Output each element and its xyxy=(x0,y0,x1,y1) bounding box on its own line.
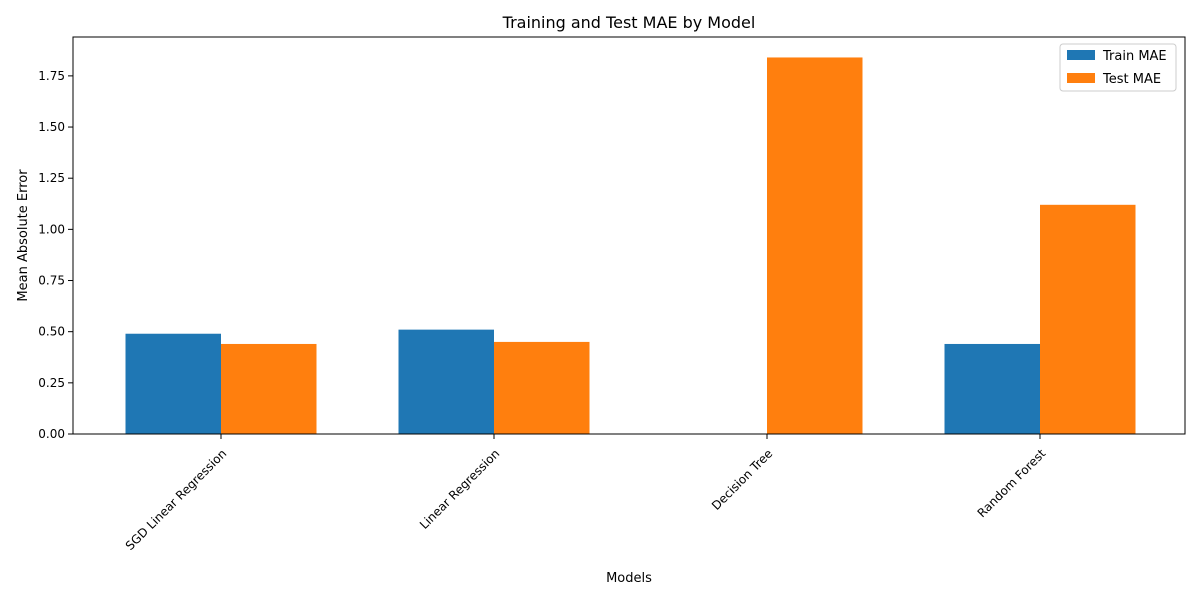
bar-train-mae-sgd-linear-regression xyxy=(125,333,221,434)
y-tick-label: 0.00 xyxy=(38,427,65,441)
bars-layer xyxy=(125,57,1136,434)
y-tick-label: 1.00 xyxy=(38,222,65,236)
y-axis-label: Mean Absolute Error xyxy=(16,169,31,302)
plot-area-frame xyxy=(72,36,1186,435)
bar-test-mae-random-forest xyxy=(1040,204,1136,434)
legend-label-train-mae: Train MAE xyxy=(1102,49,1167,64)
x-axis-label: Models xyxy=(606,571,652,586)
legend-label-test-mae: Test MAE xyxy=(1102,72,1161,87)
bar-train-mae-linear-regression xyxy=(398,329,494,434)
legend-swatch-train-mae xyxy=(1067,50,1095,60)
bar-train-mae-random-forest xyxy=(944,343,1040,434)
y-tick-label: 0.25 xyxy=(38,376,65,390)
y-tick-label: 0.50 xyxy=(38,325,65,339)
bar-test-mae-sgd-linear-regression xyxy=(221,343,317,434)
legend-swatch-test-mae xyxy=(1067,73,1095,83)
y-tick-label: 1.75 xyxy=(38,69,65,83)
chart-title: Training and Test MAE by Model xyxy=(502,13,756,32)
y-tick-label: 1.25 xyxy=(38,171,65,185)
bar-test-mae-linear-regression xyxy=(494,341,590,434)
bar-test-mae-decision-tree xyxy=(767,57,863,434)
legend: Train MAE Test MAE xyxy=(1059,43,1177,92)
y-tick-label: 1.50 xyxy=(38,120,65,134)
y-tick-label: 0.75 xyxy=(38,274,65,288)
y-axis-ticks: 0.00 0.25 0.50 0.75 1.00 1.25 1.50 1.75 xyxy=(38,69,73,441)
